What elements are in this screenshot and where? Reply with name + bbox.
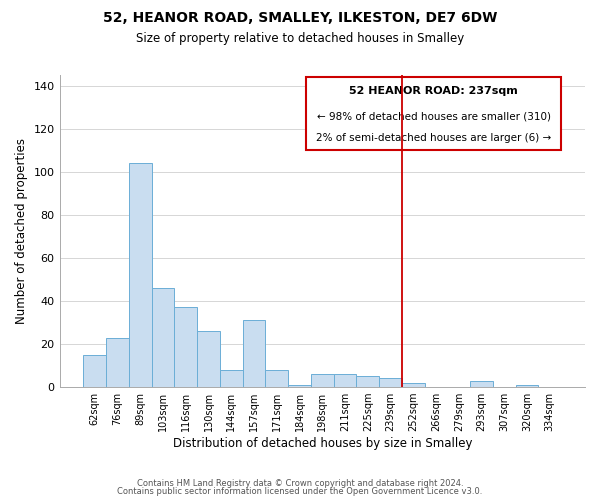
Text: 2% of semi-detached houses are larger (6) →: 2% of semi-detached houses are larger (6…: [316, 133, 551, 143]
Bar: [152, 288, 175, 387]
Bar: [129, 163, 152, 387]
Bar: [242, 320, 265, 387]
Bar: [402, 383, 425, 387]
Bar: [175, 308, 197, 387]
Bar: [334, 374, 356, 387]
FancyBboxPatch shape: [307, 77, 561, 150]
Bar: [106, 338, 129, 387]
Bar: [515, 385, 538, 387]
Bar: [220, 370, 242, 387]
Bar: [356, 376, 379, 387]
Bar: [265, 370, 288, 387]
Bar: [83, 355, 106, 387]
Text: Size of property relative to detached houses in Smalley: Size of property relative to detached ho…: [136, 32, 464, 45]
Text: Contains HM Land Registry data © Crown copyright and database right 2024.: Contains HM Land Registry data © Crown c…: [137, 478, 463, 488]
Text: 52, HEANOR ROAD, SMALLEY, ILKESTON, DE7 6DW: 52, HEANOR ROAD, SMALLEY, ILKESTON, DE7 …: [103, 11, 497, 25]
Bar: [379, 378, 402, 387]
Bar: [470, 380, 493, 387]
Text: 52 HEANOR ROAD: 237sqm: 52 HEANOR ROAD: 237sqm: [349, 86, 518, 96]
X-axis label: Distribution of detached houses by size in Smalley: Distribution of detached houses by size …: [173, 437, 472, 450]
Bar: [197, 331, 220, 387]
Bar: [311, 374, 334, 387]
Text: ← 98% of detached houses are smaller (310): ← 98% of detached houses are smaller (31…: [317, 112, 551, 122]
Y-axis label: Number of detached properties: Number of detached properties: [15, 138, 28, 324]
Bar: [288, 385, 311, 387]
Text: Contains public sector information licensed under the Open Government Licence v3: Contains public sector information licen…: [118, 488, 482, 496]
